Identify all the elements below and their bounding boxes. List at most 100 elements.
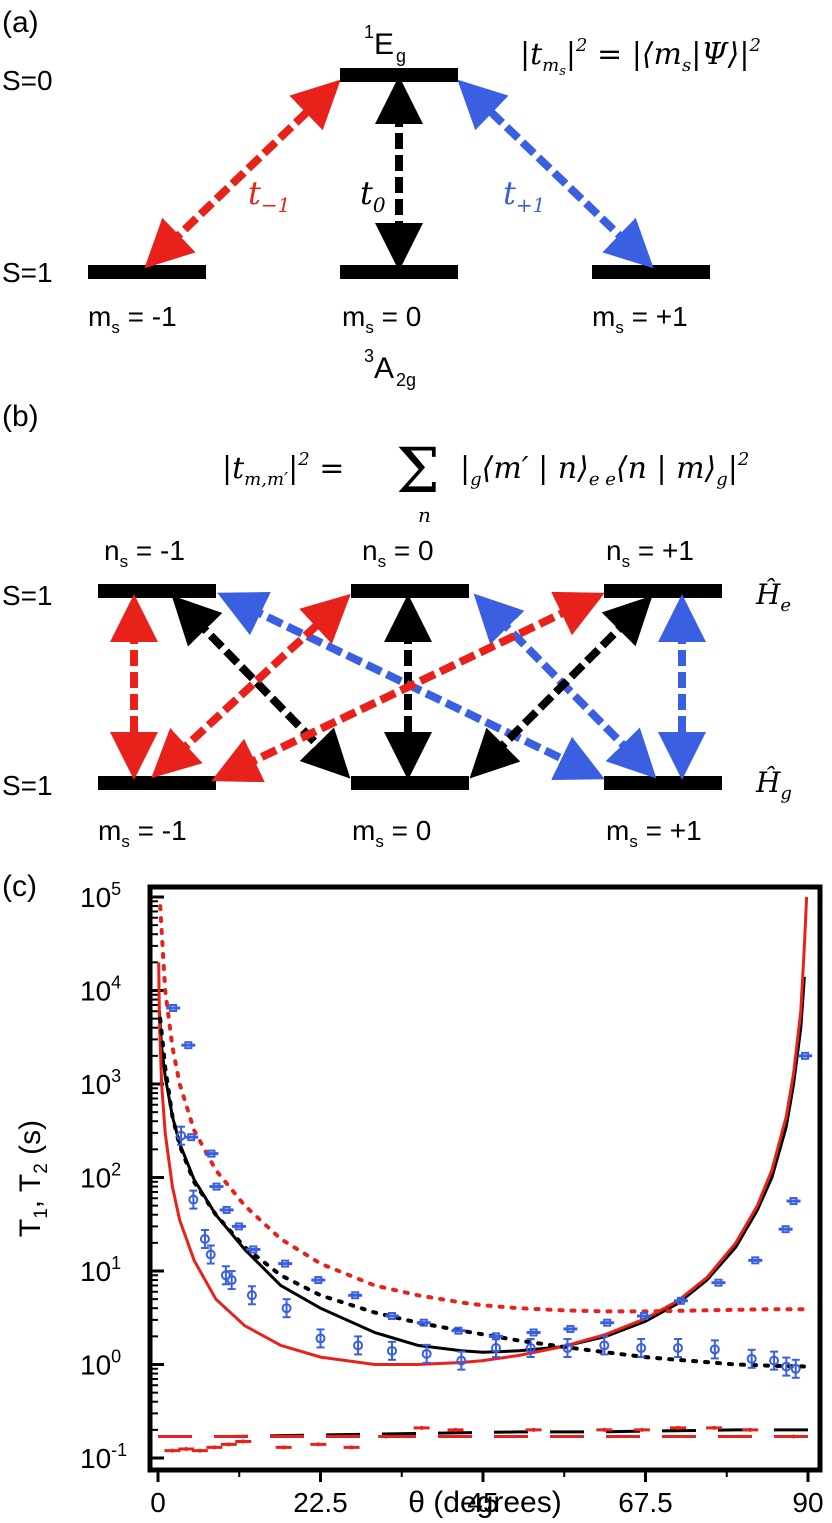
lower-level-label-0: ms = 0 (352, 815, 431, 851)
data-point-dot (226, 1442, 231, 1447)
svg-text:3: 3 (364, 346, 374, 366)
data-point-circle (673, 1343, 683, 1354)
svg-text:n: n (418, 503, 431, 527)
panel-a: (a) S=0 S=1 1 E g |tms|2 = |⟨ms|Ψ⟩|2 t−1… (2, 6, 761, 390)
svg-text:|tm,m′|2 =: |tm,m′|2 = (222, 449, 344, 490)
dotted-red-curve (158, 904, 810, 1314)
data-point-dot (531, 1427, 536, 1432)
data-point-square (419, 1318, 428, 1327)
data-point-dot (197, 1448, 202, 1453)
y-tick-label: 105 (80, 879, 121, 913)
data-point-circle (226, 1275, 237, 1286)
plot-frame (147, 884, 823, 1473)
data-point-square (781, 1225, 790, 1234)
data-point-square (714, 1278, 723, 1287)
data-point-dot (602, 1427, 607, 1432)
data-point-square (529, 1328, 538, 1337)
data-point-dot (349, 1445, 354, 1450)
data-point-dot (212, 1445, 217, 1450)
upper-level-label-plus1: ns = +1 (606, 535, 694, 571)
data-point-circle (790, 1363, 801, 1374)
y-tick-label: 104 (80, 973, 121, 1007)
data-point-dot (639, 1427, 644, 1432)
data-point-circle (769, 1355, 780, 1366)
lower-level-label-minus1: ms = -1 (98, 815, 187, 851)
singlet-spin-label: S=0 (2, 65, 53, 96)
data-point-dot (184, 1446, 189, 1451)
lower-spin-label: S=1 (2, 770, 53, 801)
panel-b: (b) |tm,m′|2 = Σ n |g⟨m′ | n⟩e e⟨n | m⟩g… (2, 400, 792, 851)
data-point-dot (384, 1434, 389, 1439)
data-point-circle (456, 1355, 467, 1366)
data-point-square (566, 1324, 575, 1333)
svg-text:|g⟨m′ | n⟩e e⟨n | m⟩g|2: |g⟨m′ | n⟩e e⟨n | m⟩g|2 (460, 449, 749, 490)
y-tick-label: 100 (80, 1347, 121, 1381)
data-point-circle (205, 1249, 216, 1260)
excited-level-bar (340, 68, 458, 82)
data-point-circle (387, 1345, 397, 1356)
data-point-circle (188, 1194, 199, 1205)
y-tick-label: 10-1 (80, 1440, 127, 1474)
y-axis-label: T1, T2 (s) (14, 1120, 52, 1237)
svg-text:Σ: Σ (396, 434, 440, 507)
ground-level-minus1-bar (88, 265, 206, 279)
transition-arrow-minus1 (144, 79, 341, 269)
data-point-square (351, 1291, 360, 1300)
overlap-equation-b: |tm,m′|2 = Σ n |g⟨m′ | n⟩e e⟨n | m⟩g|2 (222, 434, 749, 527)
data-point-circle (246, 1290, 257, 1301)
data-point-dot (748, 1427, 753, 1432)
data-point-circle (491, 1343, 501, 1354)
data-point-dot (676, 1425, 680, 1430)
svg-text:E: E (374, 28, 394, 61)
data-point-square (169, 1003, 178, 1012)
ground-level-plus1-bar (592, 265, 710, 279)
transition-arrow-n0-mm1 (151, 593, 351, 779)
upper-level-label-minus1: ns = -1 (104, 535, 185, 571)
lower-level-minus1-bar (98, 776, 216, 790)
transition-arrow-np1-m0 (469, 595, 653, 779)
panel-c: (c) 10-1 100 101 102 103 104 105 0 22.5 45 67.5 90 θ… (2, 870, 824, 1519)
x-tick-label: 45 (467, 1487, 498, 1518)
data-point-square (751, 1256, 760, 1265)
ground-state-label: 3 A 2g (364, 346, 416, 390)
data-point-square (184, 1041, 193, 1050)
svg-text:1: 1 (364, 22, 374, 42)
data-point-square (314, 1276, 323, 1285)
upper-level-label-0: ns = 0 (362, 535, 434, 571)
data-point-square (234, 1222, 243, 1231)
transition-label-minus1: t−1 (248, 174, 290, 217)
transition-label-plus1: t+1 (503, 174, 545, 217)
x-tick-label: 90 (792, 1487, 823, 1518)
data-point-square (640, 1312, 649, 1321)
panel-b-label: (b) (2, 400, 39, 433)
upper-spin-label: S=1 (2, 580, 53, 611)
x-axis-label: θ (degrees) (408, 1486, 561, 1519)
data-point-square (454, 1326, 463, 1335)
data-point-dot (453, 1427, 458, 1432)
ground-level-0-bar (340, 265, 458, 279)
data-point-dot (281, 1445, 286, 1450)
transition-label-0: t0 (360, 174, 386, 217)
y-tick-label: 103 (80, 1066, 121, 1100)
data-point-circle (421, 1348, 432, 1359)
data-point-square (212, 1182, 221, 1191)
data-point-square (281, 1259, 290, 1268)
excited-state-label: 1 E g (364, 22, 406, 66)
lower-level-0-bar (351, 776, 469, 790)
data-point-circle (525, 1343, 536, 1354)
data-point-dot (712, 1425, 717, 1430)
y-tick-label: 102 (80, 1160, 121, 1194)
data-point-dot (791, 1434, 796, 1439)
dashed-black-curve (158, 1428, 808, 1438)
svg-text:g: g (396, 46, 406, 66)
data-point-square (207, 1149, 216, 1158)
lower-level-label-plus1: ms = +1 (606, 815, 702, 851)
data-point-square (676, 1296, 685, 1305)
upper-level-0-bar (351, 584, 469, 598)
data-point-square (789, 1197, 798, 1206)
svg-text:2g: 2g (396, 370, 416, 390)
data-point-circle (599, 1340, 610, 1351)
solid-black-curve (157, 976, 806, 1354)
data-point-circle (636, 1343, 647, 1354)
data-point-circle (562, 1343, 573, 1354)
